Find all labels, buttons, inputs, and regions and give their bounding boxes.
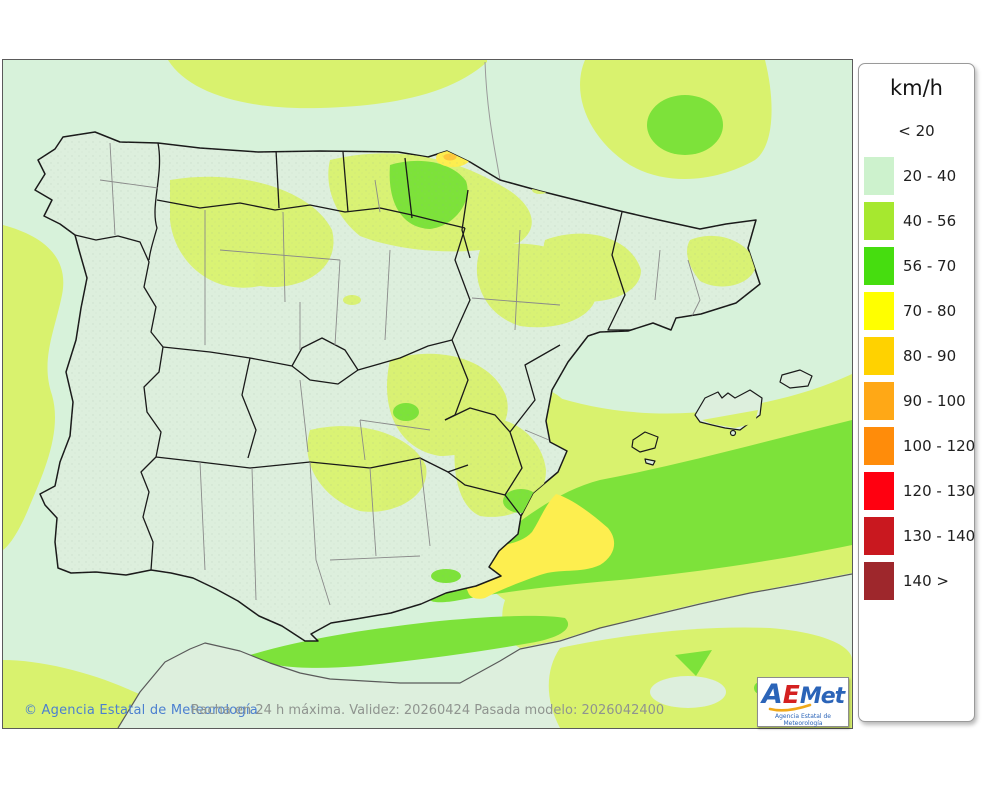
- legend-item-label: 100 - 120: [903, 436, 976, 455]
- region-borders: [74, 142, 648, 571]
- legend-item: 80 - 90: [859, 333, 974, 378]
- legend-title: km/h: [889, 76, 943, 100]
- legend-item-label: 20 - 40: [903, 166, 957, 185]
- aemet-logo-subtitle: Agencia Estatal de Meteorología: [774, 713, 831, 727]
- copyright-text: © Agencia Estatal de Meteorología: [24, 703, 258, 718]
- legend-color-swatch: [864, 291, 894, 330]
- legend-item: 120 - 130: [859, 468, 976, 513]
- legend-color-swatch: [864, 426, 894, 465]
- legend-item: 56 - 70: [859, 243, 974, 288]
- aemet-logo: AEMet Agencia Estatal de Meteorología: [757, 677, 849, 727]
- aemet-logo-word: AEMet: [758, 678, 848, 712]
- legend-color-swatch: [864, 156, 894, 195]
- france-coast: [484, 61, 501, 181]
- spain-wind-map: [3, 60, 852, 728]
- legend-item-label: 56 - 70: [903, 256, 957, 275]
- legend-item: 100 - 120: [859, 423, 976, 468]
- legend-item: 20 - 40: [859, 153, 974, 198]
- aemet-logo-e: E: [782, 680, 800, 709]
- legend-color-swatch: [864, 516, 894, 555]
- legend-item: 130 - 140: [859, 513, 976, 558]
- legend-panel: km/h < 20 20 - 40 40 - 56 56 - 70 70 - 80 80…: [858, 63, 975, 722]
- legend-item: 70 - 80: [859, 288, 974, 333]
- legend-item-label: 90 - 100: [903, 391, 966, 410]
- sea-band-70-80: [465, 494, 615, 599]
- legend-item-label: 40 - 56: [903, 211, 957, 230]
- legend-item: 90 - 100: [859, 378, 974, 423]
- legend-color-swatch: [864, 471, 894, 510]
- legend-item-label: 140 >: [903, 571, 949, 590]
- balearic-islands: [631, 369, 813, 466]
- legend-item-label: 130 - 140: [903, 526, 976, 545]
- legend-color-swatch: [864, 561, 894, 600]
- legend-item-lt20: < 20: [898, 122, 935, 140]
- map-caption: Racha en 24 h máxima. Validez: 20260424 …: [190, 703, 665, 718]
- legend-item-label: 70 - 80: [903, 301, 957, 320]
- legend-rows: 20 - 40 40 - 56 56 - 70 70 - 80 80 - 90 90 - …: [859, 153, 976, 603]
- aemet-logo-swoosh-icon: [768, 703, 812, 712]
- legend-item-label: 80 - 90: [903, 346, 957, 365]
- legend-item: 40 - 56: [859, 198, 974, 243]
- map-canvas: [2, 59, 853, 729]
- legend-color-swatch: [864, 201, 894, 240]
- aemet-logo-a: A: [761, 679, 783, 710]
- legend-item-label: 120 - 130: [903, 481, 976, 500]
- legend-color-swatch: [864, 381, 894, 420]
- province-borders: [99, 142, 701, 606]
- legend-color-swatch: [864, 246, 894, 285]
- legend-item: 140 >: [859, 558, 974, 603]
- legend-color-swatch: [864, 336, 894, 375]
